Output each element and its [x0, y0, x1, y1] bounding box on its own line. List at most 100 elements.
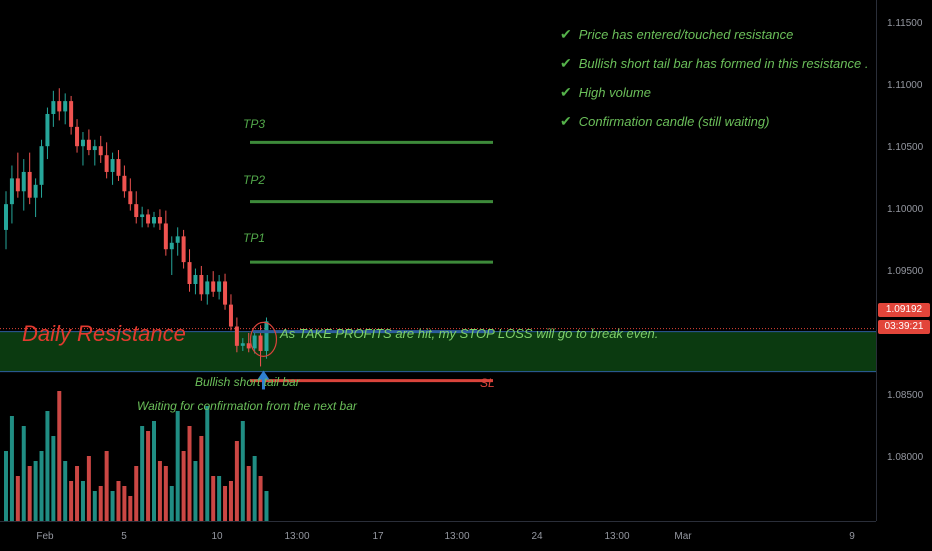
candle-body — [15, 178, 20, 192]
candle-body — [134, 204, 139, 218]
price-axis[interactable]: 1.11500 1.11000 1.10500 1.10000 1.09500 … — [876, 0, 932, 521]
price-tick: 1.10500 — [887, 142, 924, 153]
volume-bar — [240, 421, 245, 521]
price-tick: 1.08000 — [887, 452, 924, 463]
price-tick: 1.08500 — [887, 390, 924, 401]
price-tick: 1.09500 — [887, 266, 924, 277]
resistance-note: As TAKE PROFITS are hit, my STOP LOSS wi… — [280, 326, 659, 341]
candle-body — [163, 223, 168, 250]
checklist-label: Confirmation candle (still waiting) — [578, 114, 770, 129]
volume-bar — [199, 436, 204, 521]
candle-body — [63, 101, 68, 112]
volume-bar — [234, 441, 239, 521]
time-tick: 13:00 — [284, 531, 310, 542]
checklist: ✔ Price has entered/touched resistance ✔… — [560, 20, 868, 136]
volume-bar — [228, 481, 233, 521]
volume-bar — [9, 416, 14, 521]
candle-body — [86, 139, 91, 151]
candlesticks — [4, 88, 269, 367]
volume-bar — [110, 491, 115, 521]
candle-body — [69, 101, 74, 127]
candle-body — [21, 171, 26, 192]
volume-bar — [63, 461, 68, 521]
volume-bar — [122, 486, 127, 521]
candle-body — [199, 274, 204, 295]
volume-bar — [246, 466, 251, 521]
candle-body — [9, 178, 14, 205]
check-icon: ✔ — [560, 26, 572, 42]
volume-bar — [217, 476, 222, 521]
candle-body — [234, 326, 239, 346]
volume-bar — [134, 466, 139, 521]
time-tick: 13:00 — [604, 531, 630, 542]
tp2-label: TP2 — [243, 173, 266, 187]
candle-body — [246, 343, 251, 349]
resistance-zone — [0, 331, 876, 372]
volume-bar — [86, 456, 91, 521]
volume-bar — [205, 406, 210, 521]
check-icon: ✔ — [560, 84, 572, 100]
candle-body — [27, 171, 32, 198]
current-price-badge: 1.09192 — [878, 303, 930, 317]
arrow-up-icon — [257, 370, 270, 390]
checklist-label: High volume — [578, 85, 651, 100]
candle-body — [45, 113, 50, 147]
volume-bars — [4, 391, 269, 521]
volume-bar — [98, 486, 103, 521]
volume-bar — [75, 466, 80, 521]
volume-bar — [39, 451, 44, 521]
checklist-item: ✔ Confirmation candle (still waiting) — [560, 107, 868, 136]
volume-bar — [104, 451, 109, 521]
candle-body — [110, 159, 115, 172]
check-icon: ✔ — [560, 55, 572, 71]
candle-body — [140, 214, 145, 218]
waiting-note: Waiting for confirmation from the next b… — [137, 399, 357, 413]
volume-bar — [252, 456, 257, 521]
volume-bar — [258, 476, 263, 521]
candle-body — [146, 214, 151, 224]
volume-bar — [69, 481, 74, 521]
volume-bar — [51, 436, 56, 521]
volume-bar — [223, 486, 228, 521]
volume-bar — [80, 481, 85, 521]
price-tick: 1.10000 — [887, 204, 924, 215]
candle-body — [175, 236, 180, 243]
volume-bar — [152, 421, 156, 521]
candle-body — [116, 159, 121, 176]
time-tick: 10 — [211, 531, 223, 542]
time-tick: 17 — [372, 531, 384, 542]
time-tick: Feb — [36, 531, 54, 542]
bar-label-note: Bullish short tail bar — [195, 375, 300, 389]
arrow-head — [257, 370, 270, 380]
price-tick: 1.11500 — [887, 18, 923, 29]
time-tick: 9 — [849, 531, 855, 542]
candle-body — [205, 281, 210, 295]
candle-body — [258, 335, 263, 351]
candle-body — [57, 101, 62, 112]
time-tick: 24 — [531, 531, 543, 542]
volume-bar — [4, 451, 8, 521]
volume-bar — [157, 461, 162, 521]
candle-body — [152, 217, 156, 224]
candle-body — [211, 281, 216, 292]
time-axis[interactable]: Feb 5 10 13:00 17 13:00 24 13:00 Mar 9 — [0, 521, 876, 551]
plot-area[interactable] — [0, 0, 876, 521]
candle-body — [193, 274, 198, 285]
time-tick: 5 — [121, 531, 127, 542]
volume-bar — [163, 466, 168, 521]
price-tick: 1.11000 — [887, 80, 923, 91]
candle-body — [98, 146, 103, 156]
signal-bar-highlight — [249, 321, 278, 357]
candle-body — [217, 281, 222, 292]
candle-body — [80, 139, 85, 147]
candle-body — [240, 343, 245, 346]
volume-bar — [27, 466, 32, 521]
tp3-label: TP3 — [243, 117, 266, 131]
candle-body — [181, 236, 186, 263]
volume-bar — [33, 461, 38, 521]
checklist-item: ✔ Bullish short tail bar has formed in t… — [560, 49, 868, 78]
candle-body — [51, 101, 56, 114]
volume-bar — [146, 431, 151, 521]
time-tick: 13:00 — [444, 531, 470, 542]
